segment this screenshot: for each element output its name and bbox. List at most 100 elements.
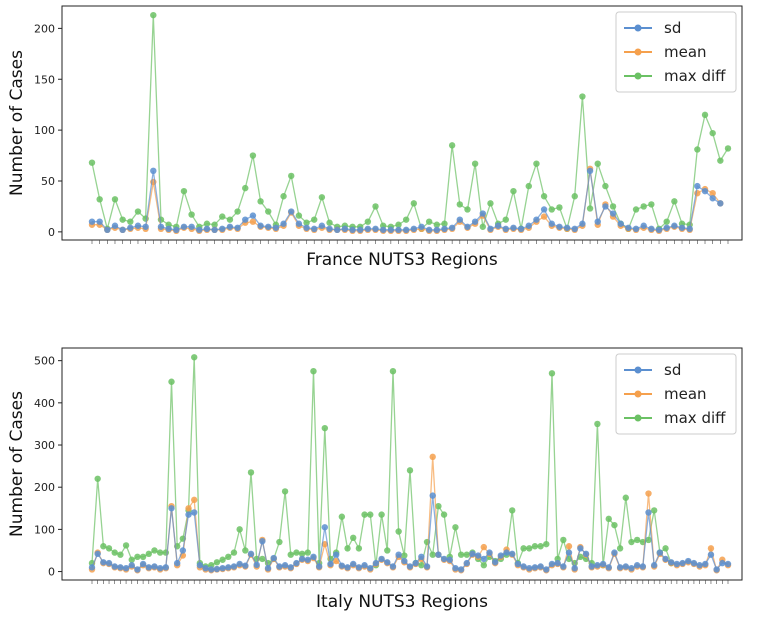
data-point: [179, 547, 187, 554]
data-point: [588, 563, 595, 570]
data-point: [673, 560, 681, 568]
data-point: [150, 167, 157, 175]
data-point: [594, 160, 601, 167]
legend: sd mean max diff: [615, 353, 737, 435]
data-point: [249, 218, 257, 225]
data-point: [514, 560, 522, 568]
data-point: [525, 222, 532, 229]
data-point: [724, 145, 732, 152]
data-point: [211, 226, 218, 234]
data-point: [479, 210, 486, 217]
data-point: [690, 559, 698, 567]
data-point: [173, 559, 181, 567]
data-point: [457, 566, 465, 573]
data-point: [191, 354, 198, 361]
data-point: [361, 511, 368, 518]
data-point: [127, 224, 134, 231]
data-point: [156, 549, 164, 556]
data-point: [537, 543, 544, 550]
data-point: [321, 424, 329, 432]
data-point: [602, 182, 609, 190]
data-point: [533, 160, 540, 167]
data-point: [196, 226, 203, 234]
data-point: [717, 157, 724, 164]
data-point: [242, 562, 249, 569]
data-point: [713, 566, 720, 573]
data-point: [372, 559, 380, 567]
data-point: [571, 193, 578, 200]
data-point: [303, 219, 310, 226]
data-point: [425, 218, 433, 225]
data-point: [119, 216, 126, 223]
data-point: [295, 212, 303, 219]
data-point: [287, 564, 294, 571]
data-point: [709, 129, 716, 137]
data-point: [264, 564, 272, 572]
data-point: [633, 536, 641, 544]
data-point: [433, 226, 441, 234]
data-point: [117, 551, 124, 558]
data-point: [668, 559, 675, 566]
data-point: [628, 564, 635, 572]
data-point: [139, 560, 147, 568]
data-point: [236, 560, 243, 568]
data-point: [717, 200, 724, 207]
data-point: [463, 551, 470, 558]
data-point: [540, 206, 548, 213]
data-point: [332, 551, 340, 558]
data-point: [127, 218, 134, 225]
data-point: [441, 225, 448, 233]
data-point: [517, 225, 525, 233]
data-point: [257, 198, 264, 205]
legend-label-mean: mean: [664, 43, 707, 61]
data-point: [272, 224, 280, 231]
data-point: [208, 566, 215, 573]
data-point: [645, 490, 652, 497]
data-point: [234, 208, 241, 215]
data-point: [510, 224, 517, 231]
data-point: [640, 222, 647, 229]
data-point: [111, 196, 119, 203]
data-point: [599, 560, 607, 568]
data-point: [410, 200, 418, 207]
data-point: [188, 223, 195, 230]
data-point: [702, 560, 709, 568]
data-point: [88, 159, 96, 166]
data-point: [487, 225, 494, 233]
data-point: [196, 562, 204, 569]
data-point: [425, 226, 433, 234]
data-point: [191, 509, 198, 516]
data-point: [563, 224, 571, 231]
data-point: [609, 203, 617, 210]
data-point: [389, 563, 397, 570]
data-point: [242, 547, 249, 554]
data-point: [356, 226, 364, 234]
data-point: [556, 204, 563, 211]
data-point: [709, 190, 716, 197]
data-point: [701, 111, 709, 119]
legend-marker: [634, 414, 642, 422]
data-point: [378, 511, 385, 518]
data-point: [582, 550, 590, 558]
data-point: [276, 538, 283, 546]
data-point: [247, 550, 255, 558]
data-point: [525, 182, 532, 190]
data-point: [632, 225, 640, 233]
data-point: [318, 222, 326, 229]
y-axis-label: Number of Cases: [7, 391, 27, 537]
data-point: [230, 563, 238, 570]
data-point: [145, 564, 152, 571]
data-point: [180, 187, 188, 195]
data-point: [230, 549, 238, 556]
data-point: [211, 221, 218, 228]
data-point: [579, 220, 586, 227]
data-point: [355, 545, 363, 552]
data-point: [139, 553, 147, 560]
legend-marker: [634, 72, 642, 80]
data-point: [441, 220, 448, 227]
data-point: [122, 564, 130, 572]
data-point: [639, 563, 647, 570]
data-point: [281, 488, 289, 495]
legend-label-max-diff: max diff: [664, 409, 726, 427]
data-point: [310, 368, 317, 375]
